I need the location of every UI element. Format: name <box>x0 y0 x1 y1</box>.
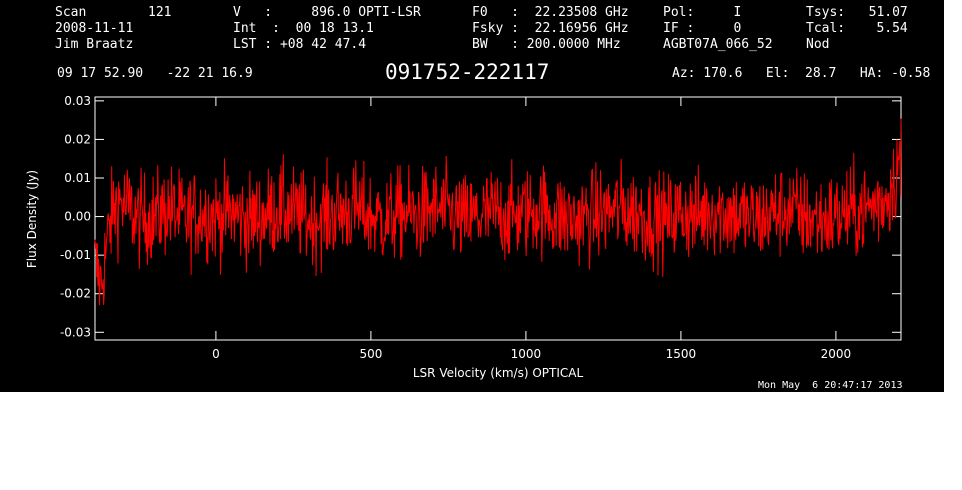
pol-line: Pol: I <box>663 5 742 20</box>
y-axis-ticks: -0.03 -0.02 -0.01 0.00 0.01 0.02 0.03 <box>60 94 901 339</box>
observer-name: Jim Braatz <box>55 37 134 52</box>
tcal-line: Tcal: 5.54 <box>806 21 908 36</box>
if-line: IF : 0 <box>663 21 742 36</box>
y-tick-label: 0.00 <box>64 210 91 224</box>
scan-number: 121 <box>148 5 172 20</box>
x-axis-ticks: 0 500 1000 1500 2000 <box>212 97 851 361</box>
observing-mode: Nod <box>806 37 830 52</box>
y-tick-label: 0.01 <box>64 171 91 185</box>
x-tick-label: 1000 <box>511 347 542 361</box>
y-tick-label: 0.02 <box>64 132 91 146</box>
y-axis-label: Flux Density (Jy) <box>25 170 39 268</box>
spectrum-line <box>94 118 902 306</box>
velocity-line: V : 896.0 OPTI-LSR <box>233 5 421 20</box>
project-id: AGBT07A_066_52 <box>663 37 773 52</box>
lst-line: LST : +08 42 47.4 <box>233 37 367 52</box>
bandwidth-line: BW : 200.0000 MHz <box>472 37 621 52</box>
az-el-ha: Az: 170.6 El: 28.7 HA: -0.58 <box>672 66 931 81</box>
chart-title: 091752-222117 <box>385 60 550 84</box>
x-tick-label: 1500 <box>666 347 697 361</box>
integration-line: Int : 00 18 13.1 <box>233 21 374 36</box>
x-tick-label: 0 <box>212 347 220 361</box>
x-tick-label: 500 <box>359 347 382 361</box>
f0-line: F0 : 22.23508 GHz <box>472 5 629 20</box>
y-tick-label: -0.03 <box>60 325 91 339</box>
scan-label: Scan <box>55 5 87 20</box>
spectrum-series <box>94 118 902 306</box>
x-axis-label: LSR Velocity (km/s) OPTICAL <box>413 366 584 380</box>
y-tick-label: -0.02 <box>60 287 91 301</box>
render-timestamp: Mon May 6 20:47:17 2013 <box>758 380 903 391</box>
fsky-line: Fsky : 22.16956 GHz <box>472 21 629 36</box>
tsys-line: Tsys: 51.07 <box>806 5 908 20</box>
spectrum-chart: 0 500 1000 1500 2000 -0.03 -0.02 -0.01 0.00 0.01… <box>25 94 902 380</box>
y-tick-label: 0.03 <box>64 94 91 108</box>
y-tick-label: -0.01 <box>60 248 91 262</box>
plot-frame <box>94 96 902 341</box>
observation-date: 2008-11-11 <box>55 21 134 36</box>
source-coordinates: 09 17 52.90 -22 21 16.9 <box>57 66 253 81</box>
x-tick-label: 2000 <box>821 347 852 361</box>
